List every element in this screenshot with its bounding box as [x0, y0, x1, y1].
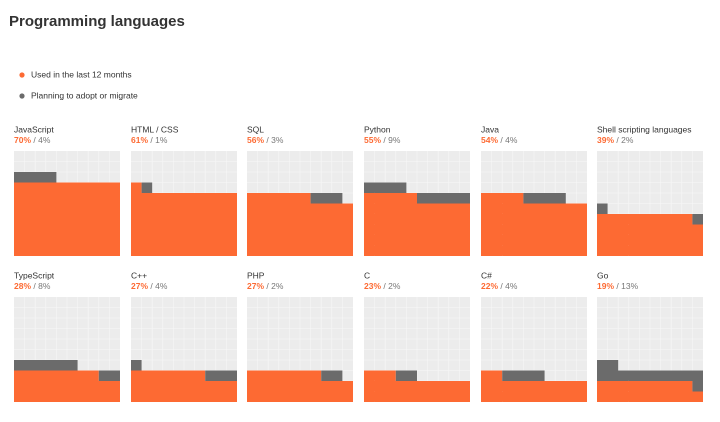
separator: /	[616, 135, 619, 145]
waffle-cells	[481, 193, 587, 256]
planned-value: 1%	[155, 135, 168, 145]
separator: /	[266, 281, 269, 291]
legend-label: Used in the last 12 months	[31, 69, 132, 79]
waffle-cells	[597, 203, 703, 225]
waffle-cells	[364, 193, 470, 256]
used-value: 61%	[131, 135, 148, 145]
separator: /	[500, 135, 503, 145]
panel-values: 56% / 3%	[247, 135, 284, 145]
planned-value: 8%	[38, 281, 51, 291]
waffle-cells	[141, 182, 153, 193]
waffle-cells	[481, 370, 587, 402]
waffle-cells	[247, 193, 353, 256]
panel-values: 19% / 13%	[597, 281, 639, 291]
waffle-cells	[597, 381, 703, 402]
panel-label: HTML / CSS	[131, 124, 179, 134]
waffle-cells	[364, 370, 470, 402]
planned-value: 4%	[155, 281, 168, 291]
panel-values: 54% / 4%	[481, 135, 518, 145]
panel-label: TypeScript	[14, 270, 55, 280]
panel-label: C#	[481, 270, 492, 280]
waffle-cells	[14, 360, 120, 381]
planned-value: 4%	[38, 135, 51, 145]
panel-values: 23% / 2%	[364, 281, 401, 291]
used-value: 70%	[14, 135, 31, 145]
planned-value: 4%	[505, 135, 518, 145]
used-value: 19%	[597, 281, 614, 291]
panel-values: 27% / 4%	[131, 281, 168, 291]
planned-value: 2%	[621, 135, 634, 145]
waffle-cells	[310, 193, 343, 204]
planned-value: 4%	[505, 281, 518, 291]
panel-values: 70% / 4%	[14, 135, 51, 145]
waffle-cells	[597, 360, 703, 392]
waffle-cells	[523, 193, 566, 204]
panel-values: 22% / 4%	[481, 281, 518, 291]
used-value: 55%	[364, 135, 381, 145]
used-value: 28%	[14, 281, 31, 291]
used-value: 27%	[247, 281, 264, 291]
panel-label: Python	[364, 124, 391, 134]
panel-label: JavaScript	[14, 124, 54, 134]
panel-values: 28% / 8%	[14, 281, 51, 291]
separator: /	[33, 135, 36, 145]
legend-marker	[19, 93, 25, 99]
legend-label: Planning to adopt or migrate	[31, 90, 138, 100]
separator: /	[383, 281, 386, 291]
planned-value: 3%	[271, 135, 284, 145]
waffle-cells	[247, 370, 353, 402]
waffle-cells	[131, 360, 237, 381]
panel-values: 27% / 2%	[247, 281, 284, 291]
separator: /	[150, 135, 153, 145]
used-value: 56%	[247, 135, 264, 145]
panel-values: 55% / 9%	[364, 135, 401, 145]
planned-value: 9%	[388, 135, 401, 145]
panel-label: Shell scripting languages	[597, 124, 692, 134]
panel-label: Go	[597, 270, 609, 280]
used-value: 22%	[481, 281, 498, 291]
waffle-cells	[502, 370, 545, 381]
separator: /	[500, 281, 503, 291]
planned-value: 2%	[388, 281, 401, 291]
panel-label: Java	[481, 124, 499, 134]
waffle-cells	[131, 370, 237, 402]
separator: /	[266, 135, 269, 145]
waffle-cells	[14, 182, 120, 256]
used-value: 54%	[481, 135, 498, 145]
panel-label: SQL	[247, 124, 264, 134]
used-value: 27%	[131, 281, 148, 291]
used-value: 23%	[364, 281, 381, 291]
separator: /	[33, 281, 36, 291]
planned-value: 2%	[271, 281, 284, 291]
panel-values: 39% / 2%	[597, 135, 634, 145]
chart-title: Programming languages	[9, 13, 185, 30]
legend-marker	[19, 72, 25, 78]
panel-label: C	[364, 270, 370, 280]
separator: /	[150, 281, 153, 291]
waffle-cells	[364, 182, 470, 204]
waffle-cells	[321, 370, 343, 381]
waffle-cells	[395, 370, 417, 381]
panel-values: 61% / 1%	[131, 135, 168, 145]
panel-label: PHP	[247, 270, 265, 280]
planned-value: 13%	[621, 281, 638, 291]
panel-label: C++	[131, 270, 147, 280]
waffle-cells	[597, 214, 703, 256]
waffle-cells	[14, 172, 57, 183]
used-value: 39%	[597, 135, 614, 145]
waffle-cells	[14, 370, 120, 402]
separator: /	[616, 281, 619, 291]
separator: /	[383, 135, 386, 145]
waffle-cells	[131, 182, 237, 256]
